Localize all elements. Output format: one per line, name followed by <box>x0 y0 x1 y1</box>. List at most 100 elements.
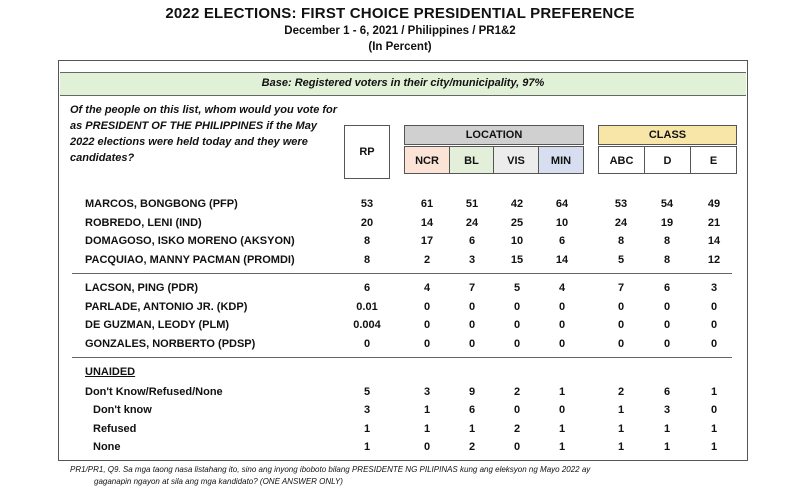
cell-value: 21 <box>707 216 721 229</box>
table-row: MARCOS, BONGBONG (PFP) 53 61 51 42 64 53 54 49 <box>0 198 800 214</box>
cell-value: 1 <box>423 422 431 435</box>
cell-value: 14 <box>555 253 569 266</box>
cell-value: 1 <box>710 385 718 398</box>
cell-value: 61 <box>420 198 434 210</box>
row-divider <box>72 357 732 358</box>
page-title: 2022 ELECTIONS: FIRST CHOICE PRESIDENTIA… <box>165 5 635 22</box>
cell-value: 0 <box>617 337 625 350</box>
cell-value: 14 <box>420 216 434 229</box>
cell-value: 0 <box>468 300 476 313</box>
cell-value: 5 <box>363 385 371 398</box>
cell-value: 17 <box>420 235 434 247</box>
cell-value: 0.01 <box>356 300 378 313</box>
cell-value: 6 <box>468 235 476 247</box>
cell-value: 15 <box>510 253 524 266</box>
table-frame <box>58 60 748 461</box>
rp-header: RP <box>344 125 390 179</box>
cell-value: 4 <box>558 282 566 294</box>
col-header-ncr: NCR <box>404 146 450 174</box>
cell-value: 1 <box>468 422 476 435</box>
cell-value: 3 <box>423 385 431 398</box>
cell-value: 7 <box>617 282 625 294</box>
cell-value: 5 <box>617 253 625 266</box>
cell-value: 5 <box>513 282 521 294</box>
class-header: CLASS <box>598 125 737 145</box>
table-row: Don't Know/Refused/None 5 3 9 2 1 2 6 1 <box>0 386 800 402</box>
class-header-group: CLASS ABC D E <box>598 125 737 179</box>
row-label: Refused <box>93 422 137 435</box>
cell-value: 1 <box>363 422 371 435</box>
cell-value: 0 <box>513 319 521 331</box>
cell-value: 1 <box>423 404 431 416</box>
cell-value: 0 <box>513 441 521 453</box>
cell-value: 3 <box>363 404 371 416</box>
col-header-min: MIN <box>538 146 584 174</box>
cell-value: 7 <box>468 282 476 294</box>
cell-value: 4 <box>423 282 431 294</box>
table-row: Don't know 3 1 6 0 0 1 3 0 <box>0 404 800 420</box>
row-label: MARCOS, BONGBONG (PFP) <box>85 198 238 210</box>
cell-value: 51 <box>465 198 479 210</box>
cell-value: 0 <box>710 337 718 350</box>
cell-value: 0 <box>663 337 671 350</box>
location-header-group: LOCATION NCR BL VIS MIN <box>404 125 584 179</box>
cell-value: 2 <box>617 385 625 398</box>
cell-value: 24 <box>465 216 479 229</box>
cell-value: 12 <box>707 253 721 266</box>
cell-value: 53 <box>614 198 628 210</box>
cell-value: 0 <box>663 319 671 331</box>
cell-value: 49 <box>707 198 721 210</box>
cell-value: 0 <box>710 300 718 313</box>
row-label: DOMAGOSO, ISKO MORENO (AKSYON) <box>85 235 295 247</box>
cell-value: 10 <box>555 216 569 229</box>
cell-value: 2 <box>513 385 521 398</box>
table-row: DOMAGOSO, ISKO MORENO (AKSYON) 8 17 6 10 6 8 8 1… <box>0 235 800 251</box>
cell-value: 3 <box>663 404 671 416</box>
cell-value: 1 <box>558 385 566 398</box>
cell-value: 42 <box>510 198 524 210</box>
row-label: PACQUIAO, MANNY PACMAN (PROMDI) <box>85 253 295 266</box>
cell-value: 1 <box>558 441 566 453</box>
col-header-abc: ABC <box>598 146 645 174</box>
cell-value: 0 <box>513 337 521 350</box>
cell-value: 8 <box>363 235 371 247</box>
cell-value: 0 <box>710 404 718 416</box>
cell-value: 24 <box>614 216 628 229</box>
cell-value: 2 <box>423 253 431 266</box>
cell-value: 1 <box>663 441 671 453</box>
col-header-bl: BL <box>449 146 494 174</box>
cell-value: 3 <box>468 253 476 266</box>
cell-value: 6 <box>363 282 371 294</box>
row-label: GONZALES, NORBERTO (PDSP) <box>85 337 256 350</box>
col-header-e: E <box>690 146 737 174</box>
table-row: None 1 0 2 0 1 1 1 1 <box>0 441 800 457</box>
cell-value: 1 <box>617 422 625 435</box>
col-header-d: D <box>644 146 691 174</box>
cell-value: 8 <box>363 253 371 266</box>
base-note: Base: Registered voters in their city/mu… <box>60 72 746 96</box>
cell-value: 1 <box>558 422 566 435</box>
row-label: PARLADE, ANTONIO JR. (KDP) <box>85 300 248 313</box>
table-row: DE GUZMAN, LEODY (PLM) 0.004 0 0 0 0 0 0 0 <box>0 319 800 335</box>
cell-value: 19 <box>660 216 674 229</box>
cell-value: 0 <box>423 337 431 350</box>
table-row: Refused 1 1 1 2 1 1 1 1 <box>0 423 800 439</box>
cell-value: 1 <box>663 422 671 435</box>
cell-value: 0.004 <box>353 319 381 331</box>
cell-value: 8 <box>617 235 625 247</box>
section-heading: UNAIDED <box>0 366 800 382</box>
table-row: GONZALES, NORBERTO (PDSP) 0 0 0 0 0 0 0 0 <box>0 338 800 354</box>
cell-value: 0 <box>558 300 566 313</box>
cell-value: 1 <box>617 441 625 453</box>
row-label: None <box>93 441 121 453</box>
cell-value: 8 <box>663 235 671 247</box>
cell-value: 0 <box>468 319 476 331</box>
cell-value: 0 <box>423 319 431 331</box>
cell-value: 6 <box>663 282 671 294</box>
cell-value: 10 <box>510 235 524 247</box>
footnote-line-1: PR1/PR1, Q9. Sa mga taong nasa listahang… <box>70 465 591 474</box>
cell-value: 1 <box>363 441 371 453</box>
cell-value: 0 <box>617 319 625 331</box>
cell-value: 25 <box>510 216 524 229</box>
row-label: Don't Know/Refused/None <box>85 385 223 398</box>
